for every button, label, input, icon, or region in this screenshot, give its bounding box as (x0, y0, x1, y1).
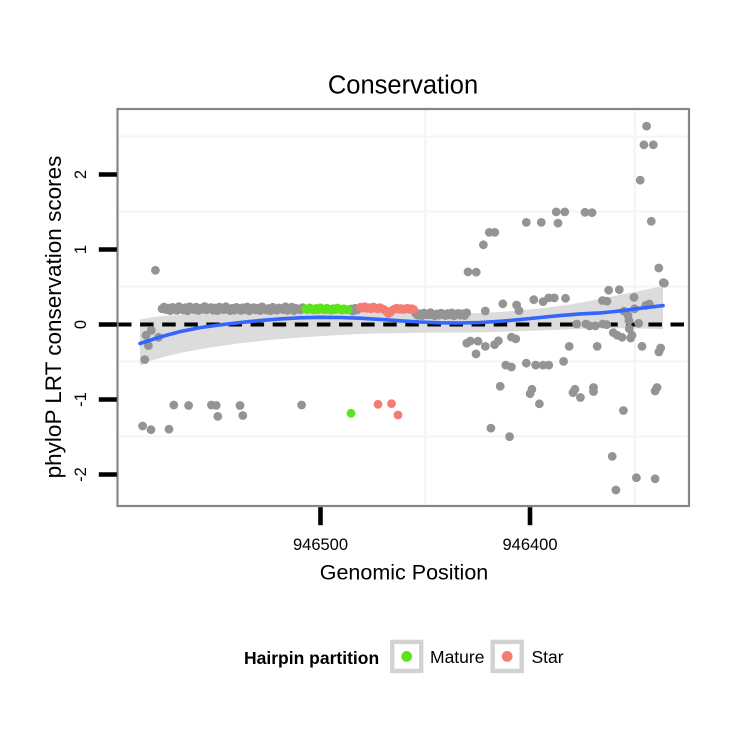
svg-text:0: 0 (72, 320, 90, 329)
svg-text:946400: 946400 (502, 536, 557, 554)
svg-text:946500: 946500 (293, 536, 348, 554)
svg-text:Star: Star (532, 647, 564, 667)
svg-text:-1: -1 (72, 392, 90, 407)
svg-text:phyloP LRT conservation scores: phyloP LRT conservation scores (41, 156, 66, 479)
svg-text:Conservation: Conservation (328, 72, 478, 100)
svg-text:2: 2 (72, 170, 90, 179)
svg-text:Genomic Position: Genomic Position (320, 561, 489, 585)
svg-text:-2: -2 (72, 467, 90, 482)
svg-text:Mature: Mature (430, 647, 484, 667)
svg-text:Hairpin partition: Hairpin partition (244, 648, 379, 668)
svg-text:1: 1 (72, 245, 90, 254)
